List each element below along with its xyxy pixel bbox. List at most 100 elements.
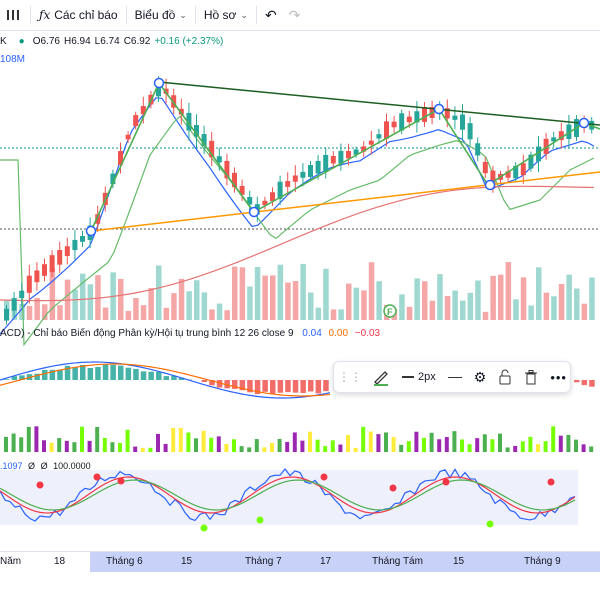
volume-bar xyxy=(87,284,94,320)
candle-body xyxy=(285,181,291,187)
candle-body xyxy=(368,140,374,145)
candle-body xyxy=(346,150,351,159)
change-value: +0.16 (+2.37%) xyxy=(154,36,224,47)
macd-histogram-bar xyxy=(589,380,595,387)
line-style-button[interactable] xyxy=(442,362,468,392)
lock-icon xyxy=(499,369,511,385)
candle-body xyxy=(178,108,184,115)
price-chart[interactable]: F xyxy=(0,30,600,581)
macd-histogram-bar xyxy=(171,375,177,380)
stoch-k-line xyxy=(0,467,576,522)
macd-histogram-bar xyxy=(277,380,284,393)
anchor-point[interactable] xyxy=(153,77,165,89)
profile-menu-button[interactable]: Hồ sơ ⌄ xyxy=(203,8,248,22)
line-width-button[interactable]: 2px xyxy=(396,362,442,392)
close-value: C6.92 xyxy=(123,36,151,47)
candle-body xyxy=(505,171,511,178)
volume-bar xyxy=(376,281,382,320)
support-trendline[interactable] xyxy=(90,171,600,232)
symbol-label[interactable]: K xyxy=(0,36,7,47)
indicators-icon: ƒx xyxy=(39,8,51,22)
signal-bar xyxy=(323,446,328,452)
redo-icon: ↷ xyxy=(288,6,301,23)
macd-histogram-bar xyxy=(247,380,253,393)
resistance-trendline[interactable] xyxy=(158,81,600,126)
stoch-signal-dot xyxy=(320,473,328,481)
draw-tool-button[interactable] xyxy=(0,0,28,30)
delete-button[interactable] xyxy=(518,362,544,392)
redo-button[interactable]: ↷ xyxy=(283,0,307,30)
signal-bar xyxy=(543,441,548,452)
anchor-point[interactable] xyxy=(433,103,445,115)
macd-histogram-bar xyxy=(4,379,10,380)
stoch-signal-dot xyxy=(36,481,44,489)
signal-bar xyxy=(330,440,335,452)
chart-menu-button[interactable]: Biểu đồ ⌄ xyxy=(134,8,187,22)
signal-bar xyxy=(11,433,16,452)
line-color-button[interactable] xyxy=(366,362,396,392)
candle-body xyxy=(467,123,473,140)
volume-bar xyxy=(156,265,162,320)
anchor-point[interactable] xyxy=(85,225,97,237)
signal-bar xyxy=(57,438,62,452)
signal-bar xyxy=(171,428,176,452)
signal-bar xyxy=(589,446,594,452)
signal-bar xyxy=(102,437,107,452)
macd-histogram-bar xyxy=(254,380,261,395)
volume-bar xyxy=(551,296,557,320)
volume-bar xyxy=(338,309,344,320)
macd-histogram-bar xyxy=(118,365,124,380)
macd-histogram-bar xyxy=(80,364,86,380)
volume-bar xyxy=(566,274,572,320)
time-axis[interactable]: Năm 18 Tháng 6 15 Tháng 7 17 Tháng Tám 1… xyxy=(0,551,600,572)
candle-body xyxy=(209,140,215,158)
volume-value: 108M xyxy=(0,54,26,65)
macd-title[interactable]: ACD) - Chỉ báo Biến động Phân kỳ/Hội tụ … xyxy=(0,328,294,339)
anchor-point[interactable] xyxy=(248,206,260,218)
macd-histogram-bar xyxy=(323,380,329,392)
more-button[interactable]: ••• xyxy=(544,362,573,392)
signal-bar xyxy=(254,439,259,452)
volume-bar xyxy=(262,275,268,320)
volume-bar xyxy=(589,277,595,320)
volume-bar xyxy=(186,291,192,320)
signal-bar xyxy=(133,446,138,452)
volume-bar xyxy=(201,292,208,320)
lock-button[interactable] xyxy=(492,362,518,392)
volume-bar xyxy=(475,280,481,320)
volume-bar xyxy=(422,281,428,320)
macd-histogram-bar xyxy=(95,366,101,380)
signal-bar xyxy=(505,447,510,452)
candle-body xyxy=(64,246,70,257)
signal-bar xyxy=(528,436,533,452)
signal-bar xyxy=(444,437,449,452)
signal-bar xyxy=(239,446,244,452)
volume-bar xyxy=(505,262,512,320)
settings-button[interactable]: ⚙ xyxy=(468,362,493,392)
stoch-signal-dot xyxy=(117,477,125,485)
volume-bar xyxy=(437,274,443,320)
time-label: Tháng 9 xyxy=(524,556,561,567)
volume-bar xyxy=(26,305,33,320)
signal-bar xyxy=(452,431,457,452)
macd-histogram-bar xyxy=(315,380,322,394)
volume-bar xyxy=(520,277,527,320)
candle-body xyxy=(125,134,131,140)
signal-bar xyxy=(460,439,464,452)
signal-bar xyxy=(262,447,267,452)
earnings-marker[interactable]: F xyxy=(383,304,397,318)
volume-bar xyxy=(171,293,177,320)
signal-bar xyxy=(368,431,373,452)
ohlc-legend: K ● O6.76 H6.94 L6.74 C6.92 +0.16 (+2.37… xyxy=(0,36,223,47)
signal-bar xyxy=(49,442,54,452)
candle-body xyxy=(353,149,359,155)
signal-bar xyxy=(467,444,472,452)
volume-bar xyxy=(133,298,139,320)
signal-bar xyxy=(4,436,8,452)
undo-button[interactable]: ↶ xyxy=(259,0,283,30)
anchor-point[interactable] xyxy=(578,117,590,129)
drag-handle[interactable]: ⋮⋮ xyxy=(338,370,362,384)
signal-bar xyxy=(64,440,69,452)
indicators-button[interactable]: ƒx Các chỉ báo xyxy=(39,8,118,22)
anchor-point[interactable] xyxy=(484,179,496,191)
